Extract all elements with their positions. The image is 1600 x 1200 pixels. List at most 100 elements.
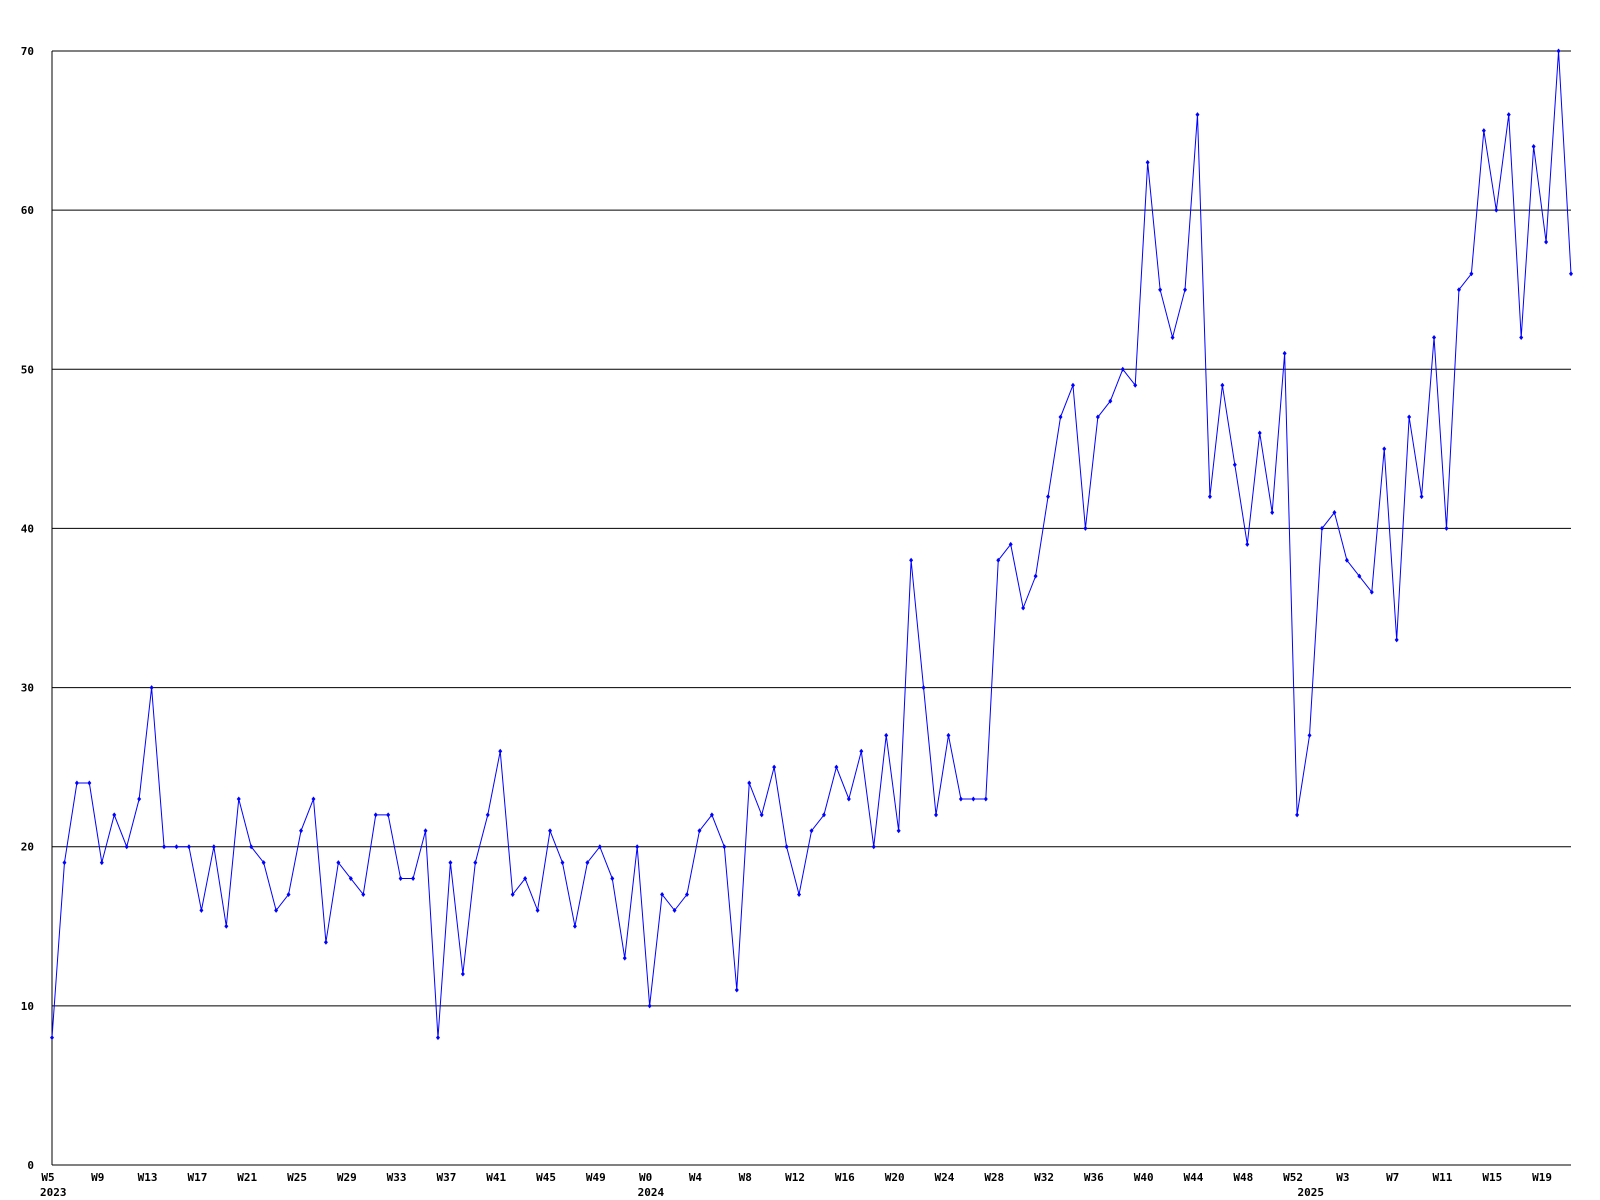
data-point — [87, 780, 92, 786]
data-point — [1170, 334, 1175, 340]
x-tick-label: W8 — [739, 1171, 752, 1184]
data-point — [896, 828, 901, 834]
data-point — [535, 907, 540, 913]
x-tick-label: W20 — [885, 1171, 905, 1184]
x-tick-label: W52 — [1283, 1171, 1303, 1184]
data-point — [99, 860, 104, 866]
data-point — [635, 844, 640, 850]
y-tick-label: 0 — [27, 1159, 34, 1172]
data-point — [1519, 334, 1524, 340]
data-point — [1357, 573, 1362, 579]
data-point — [1195, 112, 1200, 118]
x-tick-label: W32 — [1034, 1171, 1054, 1184]
data-point — [660, 891, 665, 897]
data-point — [684, 891, 689, 897]
data-point — [186, 844, 191, 850]
data-point — [50, 1035, 54, 1041]
data-point — [983, 796, 988, 802]
y-tick-label: 70 — [21, 45, 34, 58]
data-point — [821, 812, 826, 818]
data-point — [1046, 494, 1051, 500]
data-point — [1021, 605, 1026, 611]
data-point — [560, 860, 565, 866]
data-point — [722, 844, 727, 850]
data-point — [1394, 637, 1399, 643]
data-point — [548, 828, 553, 834]
data-point — [1369, 589, 1374, 595]
data-point — [1270, 510, 1275, 516]
data-point — [585, 860, 590, 866]
data-point — [112, 812, 117, 818]
data-point — [958, 796, 963, 802]
data-point — [274, 907, 279, 913]
data-point — [460, 971, 465, 977]
x-tick-label: W13 — [138, 1171, 158, 1184]
data-point — [884, 732, 889, 738]
x-year-label: 2025 — [1298, 1186, 1325, 1199]
data-point — [971, 796, 976, 802]
data-point — [473, 860, 478, 866]
data-point — [672, 907, 677, 913]
data-point — [1556, 48, 1561, 54]
x-tick-label: W36 — [1084, 1171, 1104, 1184]
data-point — [1419, 494, 1424, 500]
data-point — [1469, 271, 1474, 277]
data-point — [1070, 382, 1075, 388]
x-tick-label: W19 — [1532, 1171, 1552, 1184]
data-point — [1282, 350, 1287, 356]
x-tick-label: W7 — [1386, 1171, 1399, 1184]
data-point — [909, 557, 914, 563]
data-point — [1183, 287, 1188, 293]
x-tick-label: W25 — [287, 1171, 307, 1184]
data-point — [1407, 414, 1412, 420]
data-point — [996, 557, 1001, 563]
data-point — [1058, 414, 1063, 420]
data-point — [323, 939, 328, 945]
data-point — [597, 844, 602, 850]
data-point — [610, 876, 615, 882]
data-point — [846, 796, 851, 802]
data-point — [1432, 334, 1437, 340]
data-point — [1245, 541, 1250, 547]
data-point — [398, 876, 403, 882]
data-point — [784, 844, 789, 850]
data-point — [249, 844, 254, 850]
data-point — [1033, 573, 1038, 579]
data-point — [709, 812, 714, 818]
y-tick-label: 60 — [21, 204, 34, 217]
data-point — [286, 891, 291, 897]
y-tick-label: 10 — [21, 1000, 34, 1013]
data-point — [174, 844, 179, 850]
x-tick-label: W11 — [1433, 1171, 1453, 1184]
x-tick-label: W15 — [1482, 1171, 1502, 1184]
data-point — [859, 748, 864, 754]
data-point — [162, 844, 167, 850]
x-tick-label: W3 — [1336, 1171, 1349, 1184]
data-point — [435, 1035, 440, 1041]
data-point — [74, 780, 79, 786]
data-point — [1257, 430, 1262, 436]
data-point — [697, 828, 702, 834]
data-point — [759, 812, 764, 818]
data-point — [411, 876, 416, 882]
data-point — [498, 748, 503, 754]
x-tick-label: W33 — [387, 1171, 407, 1184]
data-point — [448, 860, 453, 866]
data-point — [647, 1003, 652, 1009]
data-point — [149, 685, 154, 691]
data-point — [1295, 812, 1300, 818]
data-point — [1307, 732, 1312, 738]
data-point — [1232, 462, 1237, 468]
data-point — [772, 764, 777, 770]
data-point — [1494, 207, 1499, 213]
data-point — [809, 828, 814, 834]
data-point — [572, 923, 577, 929]
data-point — [1083, 525, 1088, 531]
x-year-label: 2024 — [638, 1186, 665, 1199]
data-point — [734, 987, 739, 993]
data-point — [1220, 382, 1225, 388]
x-tick-label: W24 — [935, 1171, 955, 1184]
data-point — [523, 876, 528, 882]
data-point — [1108, 398, 1113, 404]
data-point — [1344, 557, 1349, 563]
